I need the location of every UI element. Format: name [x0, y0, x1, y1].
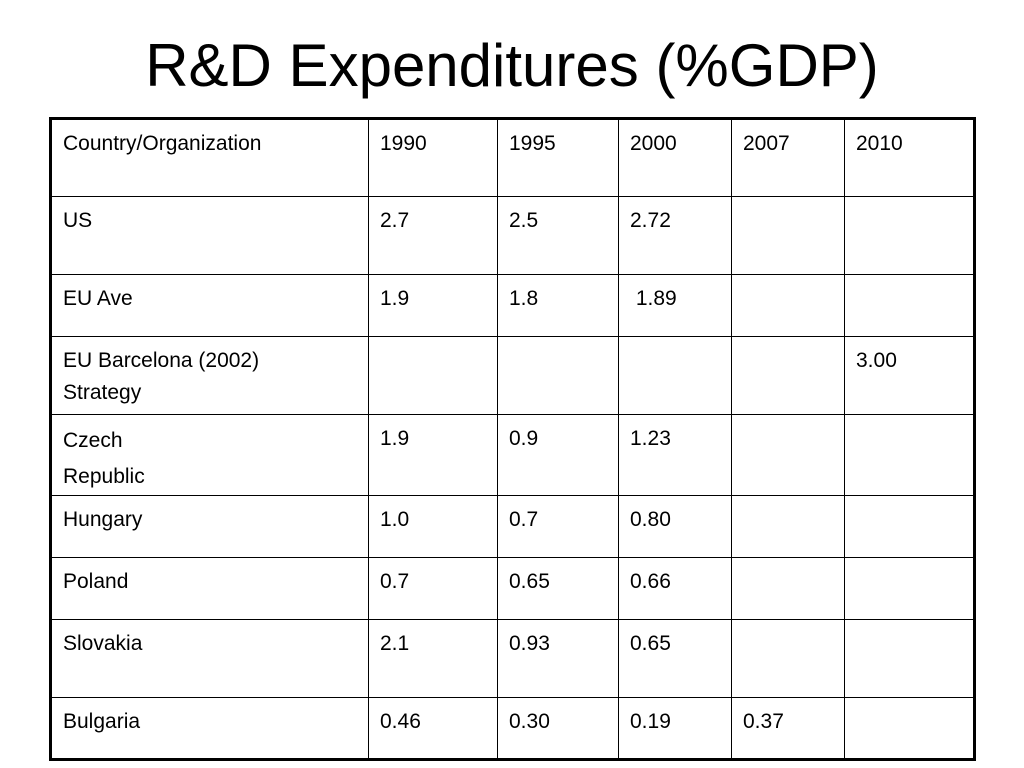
- table-cell: 1.23: [618, 414, 732, 496]
- table-cell: [844, 619, 975, 698]
- table-cell: 2.1: [368, 619, 498, 698]
- table-cell: 1.89: [618, 274, 732, 337]
- table-row: Hungary 1.0 0.7 0.80: [50, 495, 975, 558]
- table-cell: 1.0: [368, 495, 498, 558]
- table-cell: [731, 336, 845, 415]
- row-label-line: Strategy: [63, 381, 142, 404]
- table-cell: [731, 557, 845, 620]
- row-label-line: EU Barcelona (2002): [63, 349, 260, 372]
- table-cell: [844, 414, 975, 496]
- table-cell: [844, 697, 975, 760]
- row-label-line: Republic: [63, 465, 145, 488]
- table-cell: 0.7: [497, 495, 619, 558]
- table-cell: 0.37: [731, 697, 845, 760]
- table-cell: 1.8: [497, 274, 619, 337]
- table-cell: 2.7: [368, 196, 498, 275]
- table-cell: 1.9: [368, 414, 498, 496]
- table-cell: 0.7: [368, 557, 498, 620]
- table-cell: [731, 274, 845, 337]
- table-cell: [731, 414, 845, 496]
- table-cell: 0.65: [497, 557, 619, 620]
- header-cell-2007: 2007: [731, 118, 845, 197]
- table-cell: [731, 495, 845, 558]
- row-label: Poland: [50, 557, 369, 620]
- table-cell: [844, 274, 975, 337]
- table-cell: 0.93: [497, 619, 619, 698]
- table-cell: 0.9: [497, 414, 619, 496]
- table-row: Slovakia 2.1 0.93 0.65: [50, 619, 975, 698]
- table-row: Czech Republic 1.9 0.9 1.23: [50, 414, 975, 496]
- table-cell: [731, 619, 845, 698]
- table-row: US 2.7 2.5 2.72: [50, 196, 975, 275]
- table-cell: 2.72: [618, 196, 732, 275]
- table-cell: 3.00: [844, 336, 975, 415]
- row-label: Bulgaria: [50, 697, 369, 760]
- header-cell-country: Country/Organization: [50, 118, 369, 197]
- table-row: EU Ave 1.9 1.8 1.89: [50, 274, 975, 337]
- row-label: Czech Republic: [50, 414, 369, 496]
- header-cell-1990: 1990: [368, 118, 498, 197]
- row-label: US: [50, 196, 369, 275]
- table-cell: 0.46: [368, 697, 498, 760]
- row-label: Hungary: [50, 495, 369, 558]
- row-label: EU Barcelona (2002) Strategy: [50, 336, 369, 415]
- table-cell: 0.30: [497, 697, 619, 760]
- row-label: EU Ave: [50, 274, 369, 337]
- table-cell: 2.5: [497, 196, 619, 275]
- table-cell: 0.66: [618, 557, 732, 620]
- table-cell: 0.80: [618, 495, 732, 558]
- table-cell: [368, 336, 498, 415]
- rd-expenditure-table: Country/Organization 1990 1995 2000 2007…: [49, 117, 976, 761]
- table-cell: [844, 495, 975, 558]
- row-label-line: Czech: [63, 429, 123, 452]
- table-cell: 1.9: [368, 274, 498, 337]
- table-cell: [731, 196, 845, 275]
- table-cell: 0.65: [618, 619, 732, 698]
- table-row: EU Barcelona (2002) Strategy 3.00: [50, 336, 975, 415]
- header-cell-2010: 2010: [844, 118, 975, 197]
- table-cell: [497, 336, 619, 415]
- table-cell: 0.19: [618, 697, 732, 760]
- table-row: Poland 0.7 0.65 0.66: [50, 557, 975, 620]
- table-cell: [844, 557, 975, 620]
- header-cell-2000: 2000: [618, 118, 732, 197]
- header-cell-1995: 1995: [497, 118, 619, 197]
- table-cell: [844, 196, 975, 275]
- table-row: Bulgaria 0.46 0.30 0.19 0.37: [50, 697, 975, 760]
- data-table-container: Country/Organization 1990 1995 2000 2007…: [49, 117, 976, 761]
- table-cell: [618, 336, 732, 415]
- table-header-row: Country/Organization 1990 1995 2000 2007…: [50, 118, 975, 197]
- slide-title: R&D Expenditures (%GDP): [145, 32, 879, 99]
- row-label: Slovakia: [50, 619, 369, 698]
